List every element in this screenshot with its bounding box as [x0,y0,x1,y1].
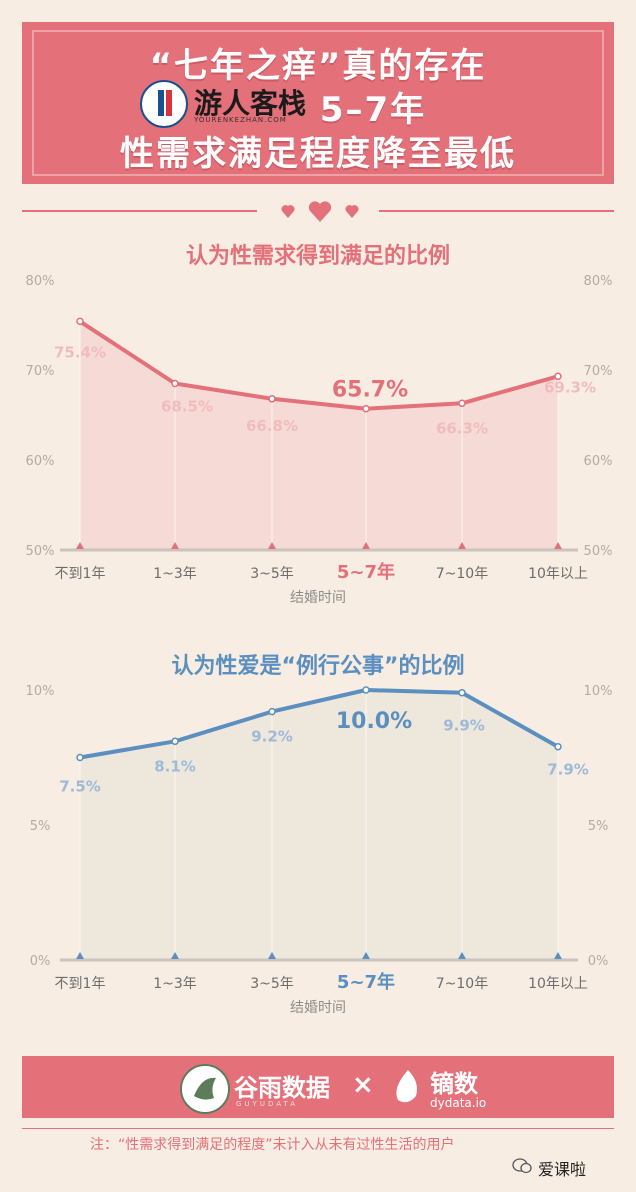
y-tick-label-right: 10% [584,684,613,699]
data-label: 75.4% [54,343,106,361]
x-tick-label: 5~7年 [337,561,395,583]
axis-marker [268,952,276,959]
axis-marker [171,542,179,549]
guyu-logo-icon [180,1064,230,1114]
guyu-logo-text: 谷雨数据 [234,1073,330,1102]
dydata-logo-sub: dydata.io [430,1096,487,1110]
data-point [554,372,562,381]
axis-marker [362,952,370,959]
chart1-plot: 80% 80% 70% 70% 60% 60% 50% 50% 75.4% 68.5% 66.8% 6… [26,274,613,606]
data-label: 65.7% [332,378,408,403]
y-tick-label-left: 70% [26,364,55,379]
x-tick-label: 1~3年 [153,976,197,992]
chart2-title: 认为性爱是“例行公事”的比例 [171,654,465,679]
footnote: 注：“性需求得到满足的程度”未计入从未有过性生活的用户 [90,1137,455,1153]
heart-divider [22,210,614,212]
banner-frame [32,30,604,176]
axis-marker [554,952,562,959]
x-tick-label: 不到1年 [55,566,106,582]
x-tick-label: 10年以上 [528,976,588,992]
data-label: 66.3% [436,419,488,437]
axis-marker [458,952,466,959]
data-point [268,395,276,403]
watermark-logo-icon [140,80,188,128]
x-tick-label: 7~10年 [436,566,488,582]
axis-marker [268,542,276,549]
brand-name: 爱课啦 [538,1160,587,1179]
x-axis-label: 结婚时间 [290,590,346,606]
y-tick-label-right: 0% [588,954,609,969]
header-line-1: “七年之痒”真的存在 [149,46,487,86]
area-fill [80,321,558,550]
x-tick-label: 不到1年 [55,976,106,992]
dydata-logo-icon [396,1070,417,1103]
data-label: 66.8% [246,417,298,435]
header-line-2: 5–7年 [319,90,427,130]
data-label: 9.2% [251,728,293,746]
x-tick-label: 10年以上 [528,566,588,582]
hearts-icon [281,201,359,222]
x-tick-label: 1~3年 [153,566,197,582]
wechat-icon [512,1158,532,1174]
data-point [458,399,466,408]
series-line [79,688,559,760]
axis-marker [554,542,562,549]
data-label: 7.9% [547,761,589,779]
axis-marker [171,952,179,959]
y-tick-label-left: 60% [26,454,55,469]
x-axis-label: 结婚时间 [290,1000,346,1016]
y-tick-label-right: 50% [584,544,613,559]
watermark-text: 游人客栈 [194,87,307,120]
axis-marker [76,542,84,549]
y-tick-label-left: 10% [26,684,55,699]
y-tick-label-left: 0% [30,954,51,969]
x-tick-label: 5~7年 [337,971,395,993]
data-label: 69.3% [544,378,596,396]
watermark: 游人客栈 YOURENKEZHAN.COM [140,80,370,130]
data-point [554,742,562,751]
y-tick-label-right: 5% [588,819,609,834]
guyu-logo-sub: GUYUDATA [236,1100,298,1108]
dydata-logo-text: 镝数 [430,1069,478,1098]
y-tick-label-left: 80% [26,274,55,289]
footer-divider [22,1128,614,1129]
x-tick-label: 3~5年 [250,566,294,582]
data-point [171,379,179,388]
x-tick-label: 7~10年 [436,976,488,992]
data-point [362,404,370,413]
y-tick-label-right: 80% [584,274,613,289]
data-point [458,688,466,697]
logo-bar: 谷雨数据 GUYUDATA × 镝数 dydata.io [22,1056,614,1118]
axis-marker [458,542,466,549]
header-banner: “七年之痒”真的存在 5–7年 性需求满足程度降至最低 [22,22,614,184]
data-point [362,686,370,694]
data-label: 10.0% [336,709,412,734]
chart2-plot: 10% 10% 5% 5% 0% 0% 7.5% 8.1% 9.2% 10.0% 9.9% 7.9% 不… [26,684,613,1016]
data-point [171,737,179,746]
axis-marker [362,542,370,549]
y-tick-label-left: 50% [26,544,55,559]
watermark-subtext: YOURENKEZHAN.COM [194,116,287,124]
data-label: 68.5% [161,398,213,416]
data-label: 7.5% [59,778,101,796]
data-label: 8.1% [154,757,196,775]
data-point [268,707,276,716]
y-tick-label-left: 5% [30,819,51,834]
data-point [76,317,84,326]
chart1-title: 认为性需求得到满足的比例 [185,244,450,269]
y-tick-label-right: 70% [584,364,613,379]
area-fill [80,690,558,960]
data-label: 9.9% [443,717,485,735]
series-line [78,319,559,411]
cross-symbol: × [352,1070,374,1100]
axis-marker [76,952,84,959]
header-line-3: 性需求满足程度降至最低 [120,134,516,174]
data-point [76,753,84,762]
x-tick-label: 3~5年 [250,976,294,992]
y-tick-label-right: 60% [584,454,613,469]
